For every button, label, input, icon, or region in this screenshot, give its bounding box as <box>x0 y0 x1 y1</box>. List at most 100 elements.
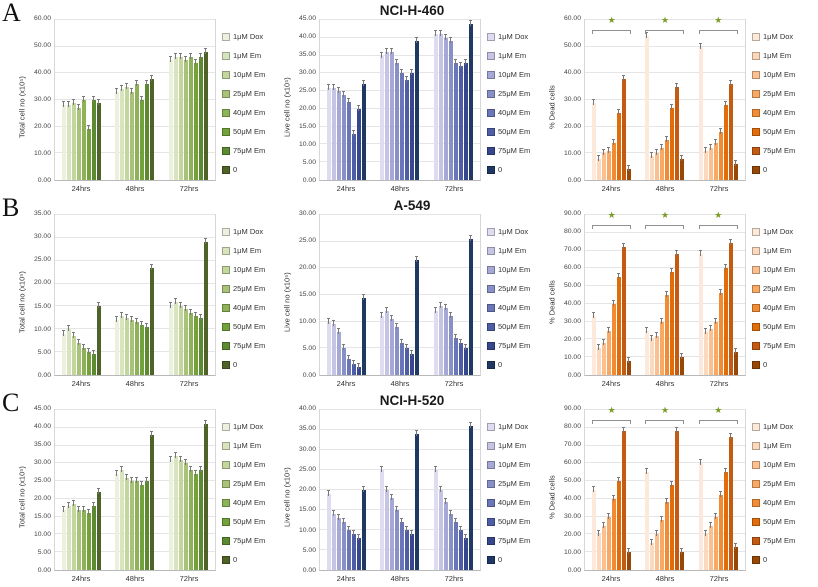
gridline <box>585 409 745 410</box>
error-bar <box>405 344 409 351</box>
legend-swatch-icon <box>752 441 760 450</box>
bar-1μm-dox <box>645 32 650 180</box>
bar-50μm-em <box>193 470 198 570</box>
gridline <box>585 356 745 358</box>
legend-item-10μm-em: 10μM Em <box>752 460 808 469</box>
gridline <box>320 161 480 163</box>
y-tick-label: 5.00 <box>37 348 51 356</box>
bar-75μm-em <box>198 466 203 570</box>
error-bar <box>612 299 616 306</box>
error-bar <box>438 301 442 308</box>
legend-item-1μm-dox: 1μM Dox <box>222 227 278 236</box>
gridline <box>55 462 215 464</box>
x-axis: 24hrs 48hrs 72hrs <box>584 181 746 195</box>
bar-10μm-em <box>443 304 448 375</box>
error-bar <box>405 76 409 83</box>
legend-swatch-icon <box>487 32 495 41</box>
legend: 1μM Dox 1μM Em 10μM Em 25μM Em 40μM Em 50μM E… <box>746 19 808 195</box>
error-bar <box>198 466 202 473</box>
gridline <box>55 351 215 353</box>
legend-label: 10μM Em <box>498 70 531 79</box>
legend-label: 1μM Em <box>498 51 527 60</box>
gridline <box>585 426 745 428</box>
legend-swatch-icon <box>487 555 495 564</box>
legend-item-25μm-em: 25μM Em <box>752 479 808 488</box>
error-bar <box>193 470 197 476</box>
y-tick-label: 60.00 <box>563 15 581 22</box>
legend-item-50μm-em: 50μM Em <box>752 517 808 526</box>
error-bar <box>415 256 419 263</box>
bar-0 <box>97 98 102 180</box>
error-bar <box>125 313 129 320</box>
bar-50μm-em <box>670 104 675 180</box>
bar-1μm-dox <box>115 316 120 375</box>
bar-10μm-em <box>390 48 395 180</box>
bar-25μm-em <box>713 512 718 570</box>
x-axis-label: 72hrs <box>709 573 729 583</box>
bar-1μm-dox <box>698 250 703 375</box>
y-tick-label: 30.00 <box>33 459 51 467</box>
gridline <box>320 294 480 295</box>
x-axis-label: 72hrs <box>444 183 464 193</box>
gridline <box>585 45 745 47</box>
legend-label: 10μM Em <box>233 265 266 274</box>
significance-star-icon: ★ <box>714 405 723 415</box>
legend-item-75μm-em: 75μM Em <box>222 146 278 155</box>
gridline <box>320 54 480 56</box>
figure-row-b: B Total cell no (x10⁵) 0.00 5.00 10.00 15.0… <box>0 195 818 390</box>
chart-body: Live cell no (x10⁵) 0.00 5.00 10.00 15.00 20… <box>281 15 543 195</box>
legend-swatch-icon <box>487 303 495 312</box>
legend-item-0: 0 <box>487 555 543 564</box>
bar-1μm-em <box>597 154 602 180</box>
bar-1μm-em <box>703 530 708 570</box>
bar-50μm-em <box>670 480 675 570</box>
legend-label: 50μM Em <box>498 322 531 331</box>
bar-25μm-em <box>660 516 665 570</box>
bar-25μm-em <box>183 56 188 180</box>
gridline <box>55 409 215 410</box>
error-bar <box>183 304 187 311</box>
significance-star-icon: ★ <box>714 210 723 220</box>
legend: 1μM Dox 1μM Em 10μM Em 25μM Em 40μM Em 50μM E… <box>216 19 278 195</box>
error-bar <box>602 149 606 156</box>
y-axis-title: Live cell no (x10⁵) <box>282 272 292 332</box>
error-bar <box>443 498 447 504</box>
significance-bracket <box>592 420 632 424</box>
gridline <box>55 515 215 517</box>
bar-group-72hrs: ★ <box>698 211 738 375</box>
x-axis-label: 48hrs <box>655 183 675 193</box>
gridline <box>320 347 480 349</box>
error-bar <box>352 129 356 136</box>
error-bar <box>453 58 457 65</box>
bar-0 <box>150 74 155 180</box>
error-bar <box>670 267 674 274</box>
y-tick-label: 10.00 <box>33 150 51 158</box>
legend-swatch-icon <box>487 479 495 488</box>
legend-swatch-icon <box>487 108 495 117</box>
y-tick-label: 25.00 <box>33 256 51 264</box>
bar-40μm-em <box>612 494 617 570</box>
error-bar <box>327 490 331 496</box>
error-bar <box>433 466 437 472</box>
legend-label: 10μM Em <box>233 70 266 79</box>
error-bar <box>645 468 649 475</box>
bar-1μm-em <box>120 466 125 570</box>
bar-10μm-em <box>125 473 130 570</box>
bar-10μm-em <box>708 324 713 375</box>
error-bar <box>173 297 177 304</box>
legend-swatch-icon <box>752 108 760 117</box>
bar-10μm-em <box>337 328 342 375</box>
bar-40μm-em <box>400 518 405 570</box>
bar-25μm-em <box>660 317 665 375</box>
x-axis-label: 48hrs <box>390 573 410 583</box>
bar-75μm-em <box>357 363 362 375</box>
legend-swatch-icon <box>487 227 495 236</box>
chart-title <box>16 197 278 214</box>
error-bar <box>703 530 707 537</box>
error-bar <box>415 37 419 44</box>
significance-star-icon: ★ <box>714 15 723 25</box>
error-bar <box>468 19 472 26</box>
bar-40μm-em <box>135 477 140 570</box>
legend-item-1μm-em: 1μM Em <box>487 51 543 60</box>
legend-label: 75μM Em <box>763 536 796 545</box>
